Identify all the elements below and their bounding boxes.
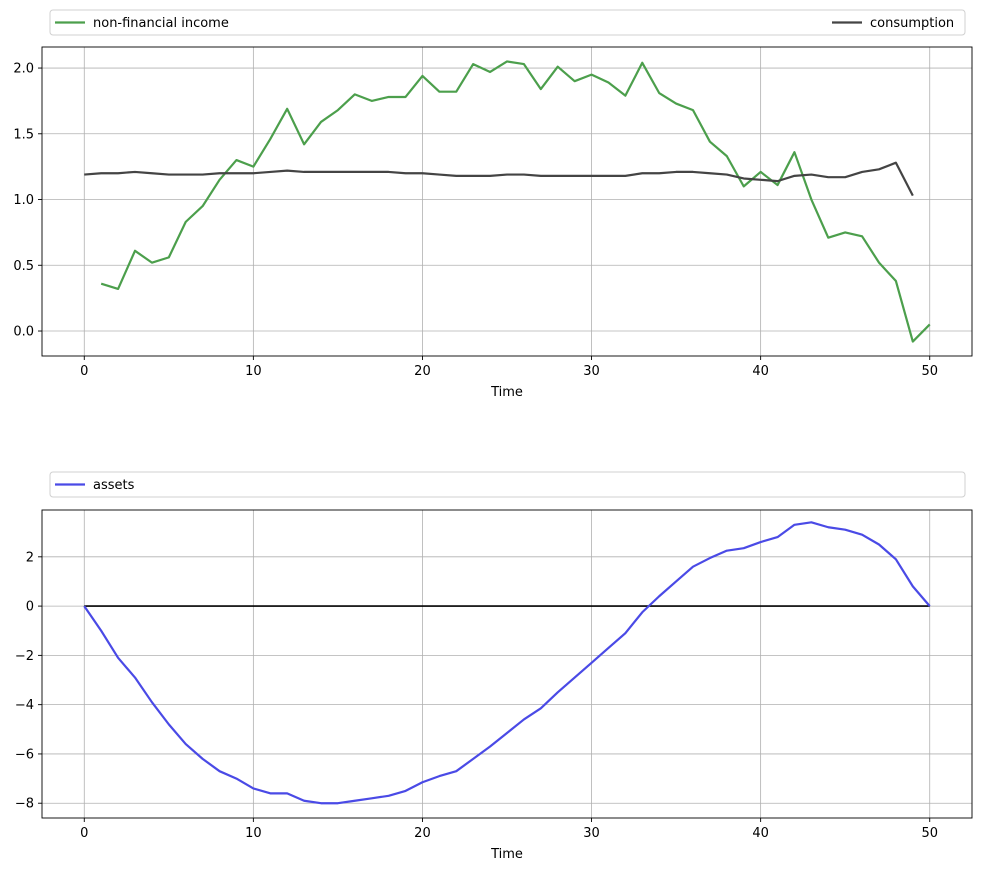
plot-frame [41,46,973,357]
y-tick-label: 0 [26,600,34,615]
y-tick-label: 2.0 [13,62,34,77]
x-tick-label: 50 [921,364,938,379]
y-tick-label: −4 [15,698,34,713]
x-tick-label: 40 [752,826,769,841]
x-tick-label: 20 [414,364,431,379]
series-line-consumption [84,161,914,197]
x-tick-label: 30 [583,364,600,379]
plot-frame [41,509,973,819]
y-tick-label: 1.5 [13,127,34,142]
x-tick-label: 0 [80,364,88,379]
y-tick-label: −2 [15,649,34,664]
y-tick-label: −8 [15,797,34,812]
x-axis-label: Time [490,847,523,862]
y-tick-label: 1.0 [13,193,34,208]
top-chart-panel: 0 10 20 30 40 50 0.0 0.5 1.0 1.5 2.0 Time non-financ… [13,9,973,400]
x-axis-label: Time [490,385,523,400]
series-line-assets [83,521,931,805]
y-tick-label: −6 [15,747,34,762]
x-tick-label: 20 [414,826,431,841]
x-tick-label: 0 [80,826,88,841]
legend-label-non-financial-income: non-financial income [93,16,229,31]
series-line-non-financial-income [100,60,931,343]
x-tick-label: 10 [245,364,262,379]
y-tick-label: 0.0 [13,325,34,340]
legend-box [49,9,966,36]
x-tick-label: 40 [752,364,769,379]
bottom-chart-panel: 0 10 20 30 40 50 −8 −6 −4 −2 0 2 Time assets [15,471,973,862]
y-tick-label: 2 [26,550,34,565]
x-tick-label: 50 [921,826,938,841]
x-tick-label: 30 [583,826,600,841]
y-tick-label: 0.5 [13,259,34,274]
legend-label-assets: assets [93,478,135,493]
legend-box [49,471,966,498]
x-tick-label: 10 [245,826,262,841]
legend-label-consumption: consumption [870,16,954,31]
